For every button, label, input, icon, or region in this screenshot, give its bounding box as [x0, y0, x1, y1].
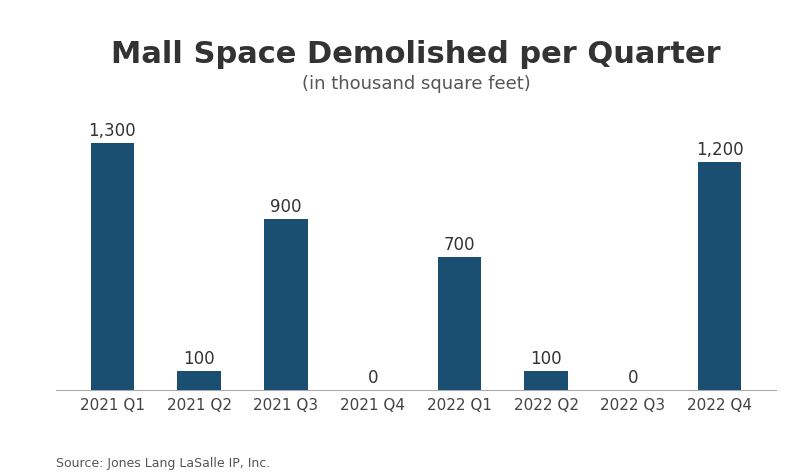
Bar — [525, 370, 568, 389]
Text: Source: Jones Lang LaSalle IP, Inc.: Source: Jones Lang LaSalle IP, Inc. — [56, 457, 270, 470]
Text: 900: 900 — [270, 198, 302, 216]
Bar — [264, 218, 307, 390]
Text: 1,300: 1,300 — [89, 122, 136, 140]
Bar — [698, 162, 742, 390]
Text: 100: 100 — [183, 350, 215, 368]
Text: 0: 0 — [628, 369, 638, 387]
Text: 0: 0 — [367, 369, 378, 387]
Title: Mall Space Demolished per Quarter: Mall Space Demolished per Quarter — [111, 40, 721, 69]
Text: (in thousand square feet): (in thousand square feet) — [302, 75, 530, 93]
Text: 1,200: 1,200 — [696, 141, 743, 159]
Bar — [178, 370, 221, 389]
Text: 100: 100 — [530, 350, 562, 368]
Bar — [438, 256, 481, 390]
Bar — [90, 142, 134, 390]
Text: 700: 700 — [444, 236, 475, 254]
